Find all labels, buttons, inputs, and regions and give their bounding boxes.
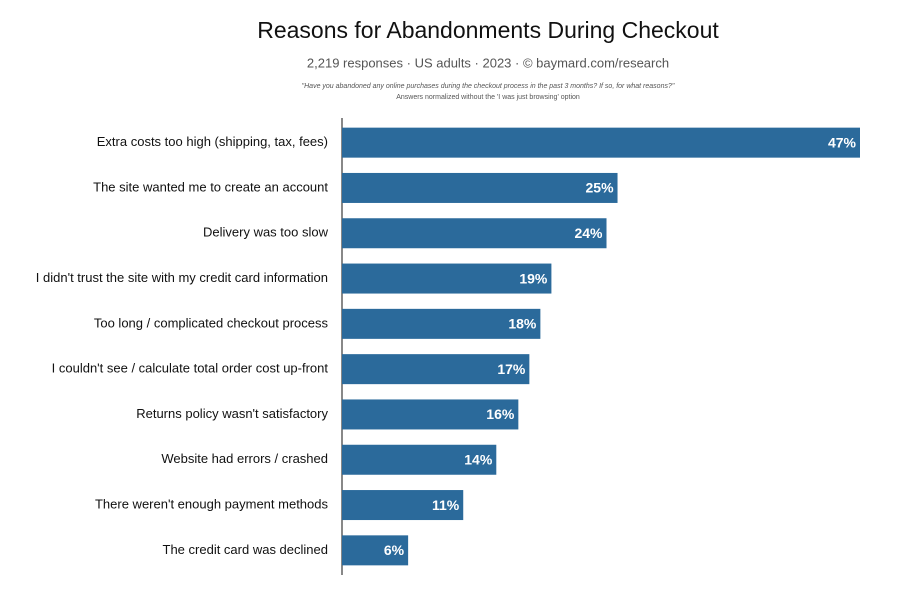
bar	[342, 490, 464, 521]
chart-title: Reasons for Abandonments During Checkout	[257, 17, 719, 43]
chart-subtitle: 2,219 responses · US adults · 2023 · © b…	[307, 55, 669, 70]
category-label: The site wanted me to create an account	[93, 179, 328, 194]
bar	[342, 444, 497, 475]
bar	[342, 399, 519, 430]
category-label: Returns policy wasn't satisfactory	[136, 406, 328, 421]
category-label: I couldn't see / calculate total order c…	[52, 361, 329, 376]
bar	[342, 218, 607, 249]
value-label: 14%	[464, 451, 493, 467]
bar	[342, 127, 860, 158]
bar	[342, 172, 618, 203]
note: "Have you abandoned any online purchases…	[302, 83, 675, 90]
value-label: 17%	[497, 361, 526, 377]
value-label: 47%	[828, 134, 857, 150]
bar	[342, 354, 530, 385]
category-label: There weren't enough payment methods	[95, 496, 329, 511]
category-label: Too long / complicated checkout process	[94, 315, 329, 330]
value-label: 16%	[486, 406, 515, 422]
bar	[342, 263, 552, 294]
bar	[342, 308, 541, 339]
value-label: 18%	[508, 316, 537, 332]
value-label: 24%	[574, 225, 603, 241]
category-label: Extra costs too high (shipping, tax, fee…	[97, 134, 328, 149]
bar	[342, 535, 409, 566]
value-label: 11%	[432, 497, 460, 513]
category-label: Website had errors / crashed	[161, 451, 328, 466]
category-label: The credit card was declined	[163, 542, 328, 557]
value-label: 6%	[384, 542, 405, 558]
value-label: 19%	[519, 270, 548, 286]
note: Answers normalized without the 'I was ju…	[396, 94, 580, 101]
category-label: I didn't trust the site with my credit c…	[36, 270, 328, 285]
category-label: Delivery was too slow	[203, 225, 329, 240]
value-label: 25%	[586, 180, 615, 196]
